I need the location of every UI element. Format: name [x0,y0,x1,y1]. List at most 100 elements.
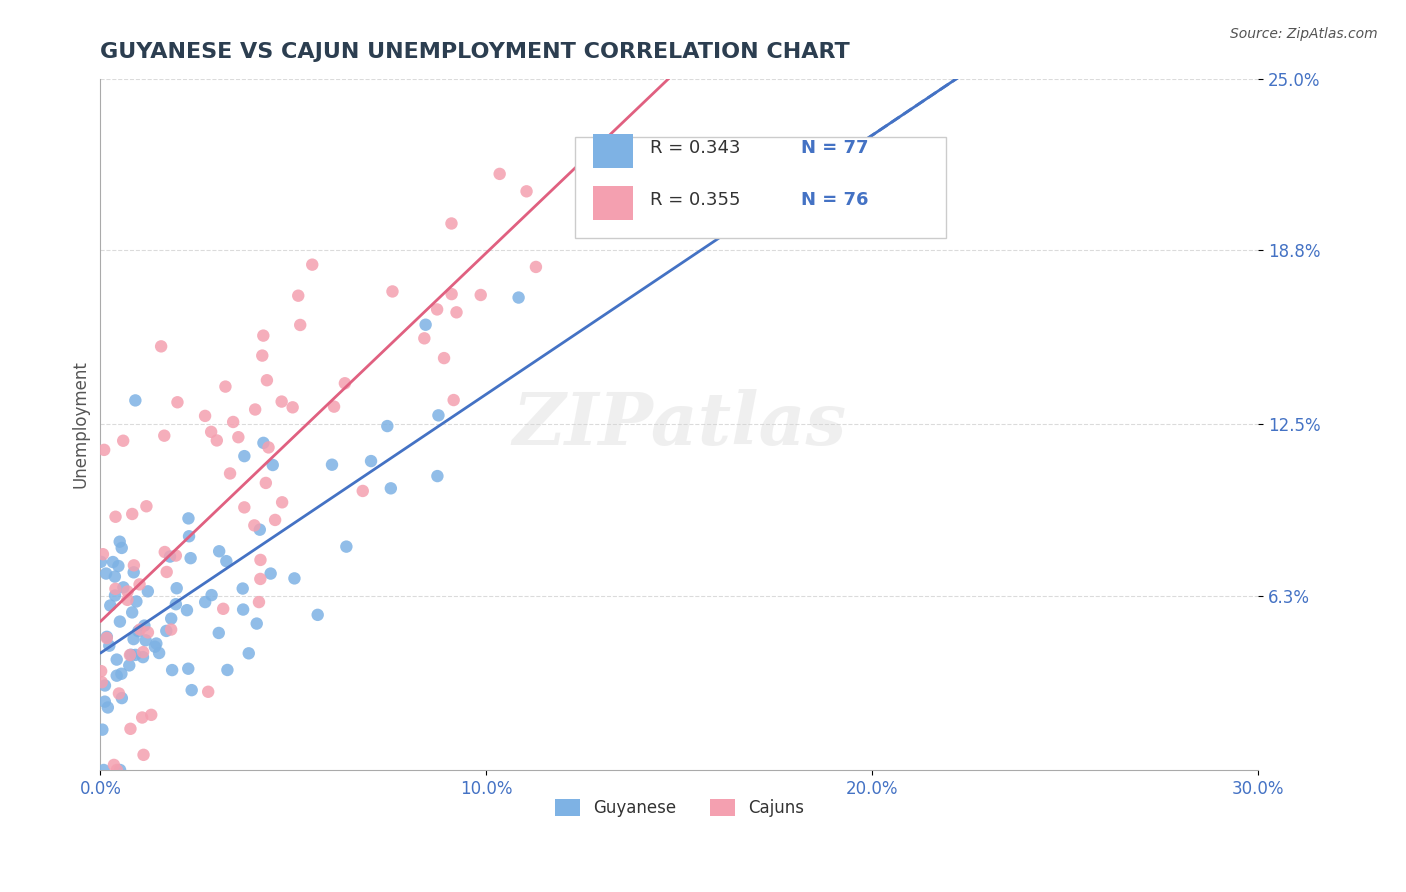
Point [246,616,269,631]
Point [249,523,271,537]
Point [208,626,231,640]
Text: N = 76: N = 76 [801,191,869,209]
Point [262,458,284,472]
Point [111,691,134,706]
Point [440,217,463,231]
Point [564,44,586,58]
Point [91,547,114,561]
Point [217,663,239,677]
Point [270,394,292,409]
Point [105,763,128,777]
Point [243,518,266,533]
Point [134,618,156,632]
Point [252,349,274,363]
Point [160,612,183,626]
Point [470,288,492,302]
Point [90,675,112,690]
Point [145,636,167,650]
Point [148,646,170,660]
Point [155,624,177,638]
Point [117,592,139,607]
Point [105,668,128,682]
Point [131,710,153,724]
Point [360,454,382,468]
Point [228,430,250,444]
Point [323,400,346,414]
Point [135,500,157,514]
Point [98,639,121,653]
Point [238,646,260,660]
Point [108,615,131,629]
Point [118,658,141,673]
Y-axis label: Unemployment: Unemployment [72,360,89,488]
Point [125,594,148,608]
Point [101,555,124,569]
Point [159,549,181,564]
Point [647,202,669,217]
Point [333,376,356,391]
Text: Source: ZipAtlas.com: Source: ZipAtlas.com [1230,27,1378,41]
Point [259,566,281,581]
Point [93,442,115,457]
Point [112,581,135,595]
Point [104,569,127,583]
Point [104,582,127,596]
Point [233,500,256,515]
Point [103,758,125,772]
Point [222,415,245,429]
Point [108,686,131,700]
Point [127,624,149,639]
Point [212,602,235,616]
Point [141,707,163,722]
Point [443,392,465,407]
Point [160,663,183,677]
Point [301,258,323,272]
Point [208,544,231,558]
Point [264,513,287,527]
Point [105,652,128,666]
Point [214,379,236,393]
Point [180,683,202,698]
Point [205,434,228,448]
Point [135,633,157,648]
Point [177,529,200,543]
Point [96,631,118,645]
Point [488,167,510,181]
Point [194,595,217,609]
Point [440,287,463,301]
Point [97,700,120,714]
Point [243,402,266,417]
FancyBboxPatch shape [592,134,633,169]
Point [215,554,238,568]
Point [219,467,242,481]
Point [121,507,143,521]
Point [128,577,150,591]
Point [446,305,468,319]
Point [120,722,142,736]
FancyBboxPatch shape [575,137,946,237]
Point [121,606,143,620]
Point [177,511,200,525]
Point [98,599,121,613]
Point [281,401,304,415]
Point [111,541,134,555]
Point [508,291,530,305]
Point [256,373,278,387]
Point [254,475,277,490]
Point [200,425,222,439]
Point [516,184,538,198]
Point [165,549,187,563]
Point [150,339,173,353]
Point [160,623,183,637]
Text: ZIPatlas: ZIPatlas [512,389,846,459]
Point [252,328,274,343]
Point [426,469,449,483]
Point [96,630,118,644]
Point [335,540,357,554]
Point [120,648,142,662]
Point [433,351,456,365]
Point [132,650,155,665]
Point [122,566,145,580]
Point [249,553,271,567]
Point [321,458,343,472]
